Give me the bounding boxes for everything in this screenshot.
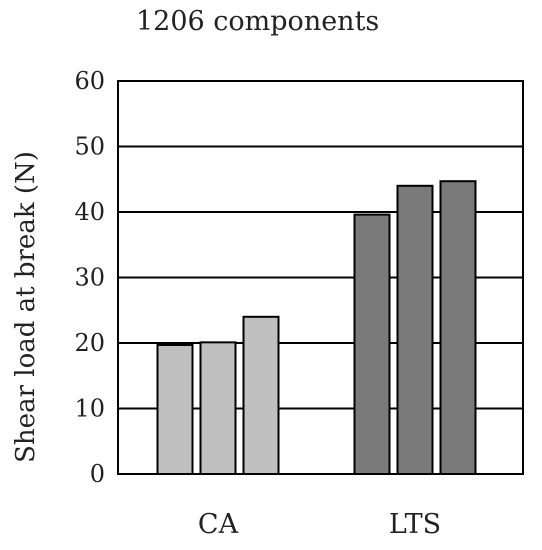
- chart-title: 1206 components: [136, 6, 380, 37]
- bar-lts-3: [439, 180, 477, 475]
- y-tick-label: 20: [74, 329, 105, 357]
- y-tick-label: 60: [74, 67, 105, 95]
- y-tick-label: 0: [90, 460, 105, 488]
- plot-frame: [117, 80, 524, 475]
- x-category-labels: CA LTS: [198, 509, 441, 540]
- x-category-label: LTS: [389, 509, 441, 540]
- y-tick-label: 10: [74, 395, 105, 423]
- bar-lts-1: [353, 213, 391, 475]
- bar-ca-3: [242, 315, 280, 475]
- y-axis-label: Shear load at break (N): [11, 151, 41, 463]
- bars: [156, 180, 477, 476]
- y-tick-label: 40: [74, 198, 105, 226]
- x-category-label: CA: [198, 509, 239, 540]
- y-tick-labels: 0 10 20 30 40 50 60: [74, 67, 105, 488]
- bar-lts-2: [396, 184, 434, 476]
- y-tick-label: 30: [74, 264, 105, 292]
- y-tick-label: 50: [74, 133, 105, 161]
- bar-ca-1: [156, 343, 194, 475]
- bar-ca-2: [199, 341, 237, 475]
